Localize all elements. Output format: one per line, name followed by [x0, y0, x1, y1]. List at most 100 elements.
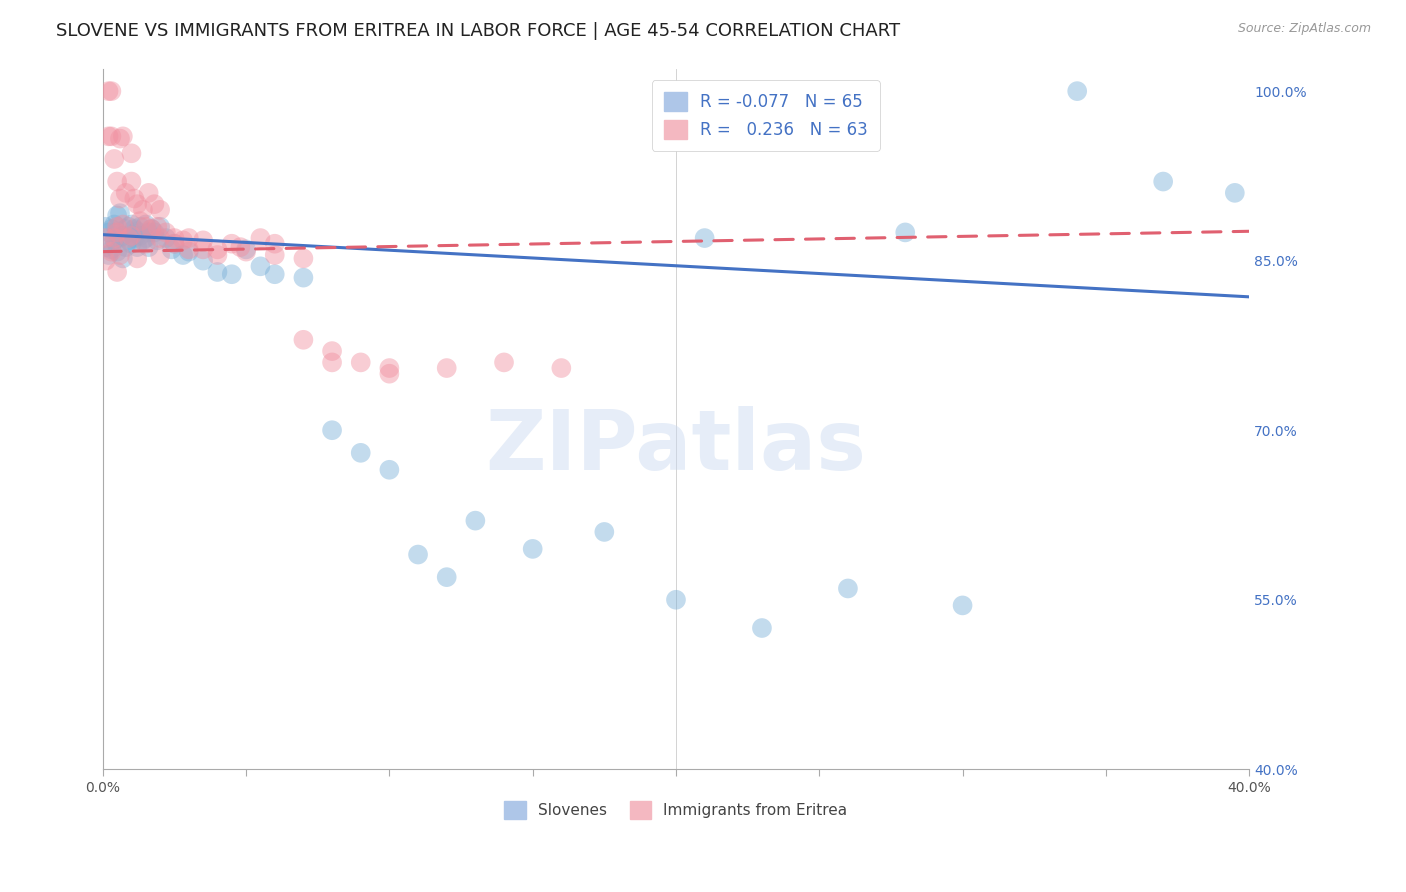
Point — [114, 186, 136, 200]
Point — [235, 244, 257, 259]
Point — [114, 240, 136, 254]
Point — [177, 231, 200, 245]
Point — [120, 218, 142, 232]
Point — [111, 218, 134, 232]
Point — [100, 222, 122, 236]
Point — [229, 240, 252, 254]
Point — [94, 219, 117, 234]
Point — [172, 233, 194, 247]
Point — [135, 219, 157, 234]
Point — [129, 219, 152, 234]
Point — [146, 219, 169, 234]
Point — [105, 219, 128, 234]
Point — [172, 248, 194, 262]
Point — [111, 129, 134, 144]
Point — [103, 233, 125, 247]
Point — [108, 206, 131, 220]
Point — [155, 231, 177, 245]
Point — [155, 226, 177, 240]
Point — [105, 209, 128, 223]
Point — [292, 252, 315, 266]
Point — [138, 240, 160, 254]
Point — [100, 243, 122, 257]
Point — [129, 228, 152, 243]
Point — [149, 202, 172, 217]
Point — [97, 248, 120, 262]
Point — [894, 226, 917, 240]
Point — [149, 231, 172, 245]
Point — [138, 186, 160, 200]
Point — [292, 333, 315, 347]
Point — [406, 548, 429, 562]
Point — [108, 248, 131, 262]
Point — [105, 226, 128, 240]
Point — [141, 222, 163, 236]
Point — [127, 197, 149, 211]
Text: ZIPatlas: ZIPatlas — [485, 407, 866, 487]
Point — [124, 231, 146, 245]
Point — [114, 222, 136, 236]
Point — [143, 226, 166, 240]
Point — [235, 243, 257, 257]
Point — [665, 592, 688, 607]
Point — [127, 240, 149, 254]
Point — [837, 582, 859, 596]
Point — [103, 231, 125, 245]
Point — [378, 463, 401, 477]
Point — [97, 226, 120, 240]
Point — [149, 219, 172, 234]
Point — [693, 231, 716, 245]
Point — [132, 233, 155, 247]
Point — [117, 233, 139, 247]
Point — [263, 248, 285, 262]
Point — [221, 236, 243, 251]
Point — [436, 570, 458, 584]
Point — [263, 236, 285, 251]
Point — [100, 129, 122, 144]
Point — [321, 355, 343, 369]
Point — [522, 541, 544, 556]
Point — [135, 218, 157, 232]
Legend: Slovenes, Immigrants from Eritrea: Slovenes, Immigrants from Eritrea — [498, 795, 853, 825]
Point — [129, 214, 152, 228]
Point — [751, 621, 773, 635]
Point — [143, 197, 166, 211]
Point — [292, 270, 315, 285]
Point — [135, 231, 157, 245]
Point — [127, 252, 149, 266]
Point — [378, 361, 401, 376]
Point — [100, 244, 122, 259]
Point — [105, 226, 128, 240]
Point — [350, 355, 373, 369]
Point — [138, 226, 160, 240]
Point — [103, 152, 125, 166]
Point — [263, 267, 285, 281]
Point — [117, 231, 139, 245]
Point — [207, 248, 229, 262]
Point — [117, 219, 139, 234]
Point — [249, 260, 271, 274]
Point — [103, 218, 125, 232]
Point — [120, 228, 142, 243]
Point — [1152, 175, 1174, 189]
Point — [593, 524, 616, 539]
Point — [94, 240, 117, 254]
Point — [492, 355, 515, 369]
Point — [141, 222, 163, 236]
Point — [177, 243, 200, 257]
Point — [1066, 84, 1088, 98]
Point — [105, 175, 128, 189]
Point — [249, 231, 271, 245]
Point — [160, 243, 183, 257]
Point — [120, 236, 142, 251]
Point — [105, 244, 128, 259]
Point — [177, 244, 200, 259]
Point — [111, 252, 134, 266]
Point — [321, 344, 343, 359]
Point — [207, 265, 229, 279]
Text: Source: ZipAtlas.com: Source: ZipAtlas.com — [1237, 22, 1371, 36]
Point — [108, 131, 131, 145]
Point — [127, 224, 149, 238]
Point — [191, 253, 214, 268]
Point — [120, 146, 142, 161]
